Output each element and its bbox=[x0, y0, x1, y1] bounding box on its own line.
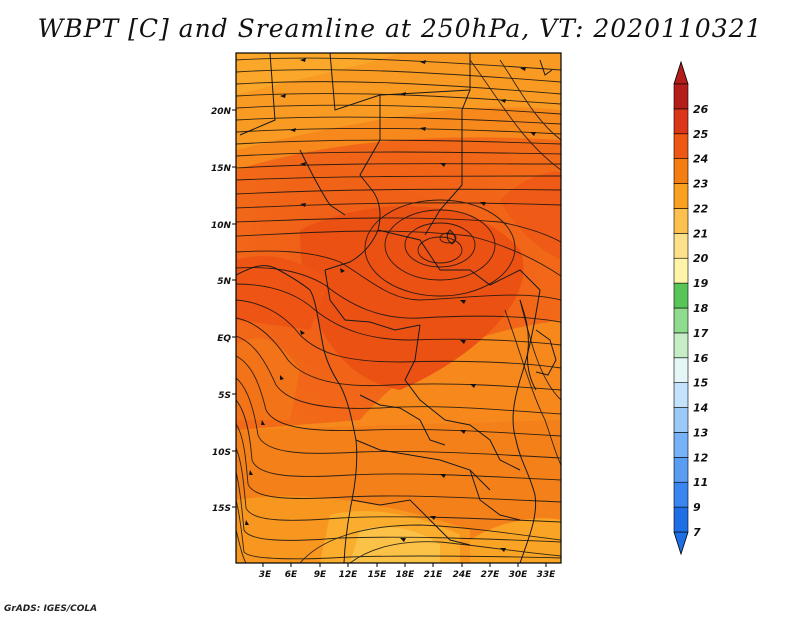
grads-credit: GrADS: IGES/COLA bbox=[4, 604, 98, 614]
lon-ticks bbox=[262, 563, 547, 567]
colorbar-swatch bbox=[673, 158, 689, 184]
lat-label: 10N bbox=[211, 221, 232, 231]
lat-label: 15S bbox=[212, 504, 231, 514]
lon-label: 30E bbox=[509, 570, 529, 580]
colorbar-swatch bbox=[673, 457, 689, 483]
colorbar-label: 9 bbox=[693, 501, 701, 514]
colorbar-label: 26 bbox=[693, 103, 709, 116]
map-title: WBPT [C] and Sreamline at 250hPa, VT: 20… bbox=[37, 14, 763, 43]
streamline-arrows bbox=[245, 58, 536, 552]
colorbar-label: 7 bbox=[693, 526, 701, 539]
colorbar-swatch bbox=[673, 108, 689, 135]
map-frame bbox=[235, 52, 562, 564]
colorbar-swatch bbox=[673, 407, 689, 433]
colorbar-label: 21 bbox=[693, 227, 708, 240]
colorbar-swatch bbox=[673, 233, 689, 259]
colorbar-label: 18 bbox=[693, 302, 709, 315]
colorbar-swatch bbox=[673, 332, 689, 359]
colorbar-label: 24 bbox=[693, 153, 708, 166]
colorbar-label: 12 bbox=[693, 451, 709, 464]
colorbar-label: 20 bbox=[693, 252, 709, 265]
colorbar-swatch bbox=[673, 282, 689, 309]
colorbar-swatch bbox=[673, 506, 689, 533]
colorbar-swatch bbox=[673, 133, 689, 159]
lon-label: 15E bbox=[368, 570, 388, 580]
lon-label: 33E bbox=[537, 570, 557, 580]
lon-label: 12E bbox=[339, 570, 359, 580]
colorbar-label: 23 bbox=[693, 178, 709, 191]
lat-label: 5N bbox=[217, 277, 231, 287]
lon-label: 21E bbox=[424, 570, 444, 580]
colorbar-label: 16 bbox=[693, 352, 709, 365]
colorbar-swatch bbox=[673, 432, 689, 458]
colorbar-label: 19 bbox=[693, 277, 709, 290]
lat-label: 15N bbox=[211, 164, 232, 174]
colorbar-swatch bbox=[673, 357, 689, 383]
colorbar-label: 25 bbox=[693, 128, 709, 141]
lon-label: 18E bbox=[396, 570, 416, 580]
colorbar-label: 15 bbox=[693, 377, 709, 390]
wbpt-field bbox=[236, 53, 561, 563]
streamlines bbox=[236, 57, 561, 563]
lon-label: 9E bbox=[314, 570, 327, 580]
lat-label: EQ bbox=[217, 334, 231, 344]
lon-label: 24E bbox=[453, 570, 473, 580]
colorbar-swatch bbox=[673, 208, 689, 234]
colorbar-swatch bbox=[673, 382, 689, 408]
lat-label: 5S bbox=[218, 391, 231, 401]
lat-axis: 20N 15N 10N 5N EQ 5S 10S 15S bbox=[211, 107, 232, 514]
lon-label: 3E bbox=[259, 570, 272, 580]
colorbar: 7 9 11 12 13 14 15 16 17 18 19 20 21 22 23 24 25 26 bbox=[673, 60, 709, 556]
colorbar-swatch bbox=[673, 481, 689, 508]
colorbar-label: 17 bbox=[693, 327, 709, 340]
colorbar-swatch bbox=[673, 83, 689, 110]
lat-ticks bbox=[232, 109, 236, 508]
colorbar-label: 11 bbox=[693, 476, 708, 489]
colorbar-label: 22 bbox=[693, 202, 709, 215]
colorbar-swatch bbox=[673, 307, 689, 334]
lon-axis: 3E 6E 9E 12E 15E 18E 21E 24E 27E 30E 33E bbox=[259, 570, 556, 580]
lat-label: 20N bbox=[211, 107, 232, 117]
lat-label: 10S bbox=[212, 448, 231, 458]
lon-label: 27E bbox=[481, 570, 501, 580]
lon-label: 6E bbox=[285, 570, 298, 580]
colorbar-min-arrow bbox=[673, 531, 689, 556]
colorbar-label: 13 bbox=[693, 426, 709, 439]
colorbar-label: 14 bbox=[693, 402, 708, 415]
colorbar-max-arrow bbox=[673, 60, 689, 85]
colorbar-swatch bbox=[673, 257, 689, 284]
colorbar-swatch bbox=[673, 183, 689, 209]
